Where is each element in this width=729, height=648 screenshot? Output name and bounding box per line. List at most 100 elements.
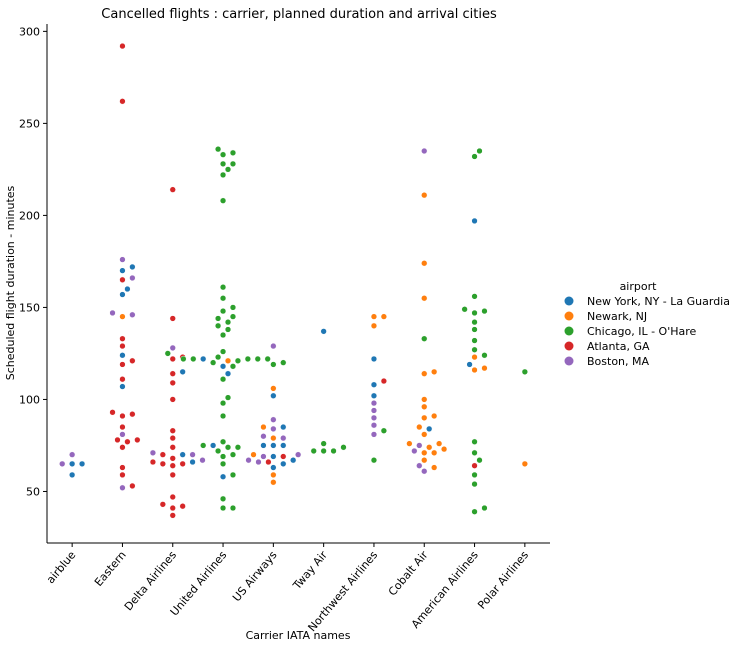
- data-point: [481, 504, 488, 512]
- data-point: [129, 482, 136, 490]
- data-point: [169, 396, 176, 403]
- data-point: [169, 512, 176, 519]
- data-point: [234, 444, 242, 451]
- data-point: [214, 447, 222, 455]
- data-point: [219, 504, 227, 512]
- data-point: [214, 145, 222, 153]
- data-point: [129, 274, 136, 282]
- data-point: [219, 376, 227, 383]
- data-point: [476, 147, 483, 155]
- legend-title: airport: [620, 280, 658, 293]
- data-point: [224, 166, 232, 173]
- data-point: [270, 453, 277, 460]
- data-point: [109, 409, 116, 416]
- data-point: [169, 379, 176, 387]
- data-point: [119, 313, 126, 320]
- data-point: [471, 326, 478, 333]
- data-point: [280, 434, 287, 442]
- data-point: [260, 453, 267, 460]
- data-point: [421, 295, 428, 302]
- data-point: [229, 313, 237, 320]
- data-point: [129, 411, 136, 418]
- data-point: [270, 434, 277, 442]
- data-point: [219, 495, 227, 502]
- data-point: [260, 423, 267, 431]
- data-point: [406, 440, 413, 447]
- data-point: [280, 453, 287, 460]
- data-point: [370, 381, 378, 388]
- data-point: [416, 442, 423, 449]
- data-point: [129, 263, 136, 271]
- data-point: [421, 335, 428, 342]
- data-point: [229, 160, 237, 168]
- y-axis-label: Scheduled flight duration - minutes: [4, 185, 17, 380]
- data-point: [169, 186, 176, 193]
- data-point: [431, 464, 438, 471]
- data-point: [119, 444, 126, 451]
- data-point: [169, 471, 176, 479]
- data-point: [471, 346, 478, 353]
- data-point: [270, 471, 277, 479]
- data-point: [370, 392, 378, 399]
- legend-marker: [564, 296, 574, 306]
- data-point: [250, 451, 257, 458]
- data-point: [189, 458, 196, 466]
- data-point: [471, 318, 478, 326]
- legend-marker: [564, 356, 574, 366]
- data-point: [179, 368, 186, 375]
- data-point: [119, 471, 126, 479]
- chart-title: Cancelled flights : carrier, planned dur…: [101, 7, 497, 22]
- data-point: [119, 464, 126, 471]
- data-point: [69, 460, 76, 468]
- data-point: [416, 423, 423, 431]
- data-point: [109, 309, 116, 317]
- data-point: [471, 449, 478, 456]
- data-point: [421, 403, 428, 410]
- data-point: [224, 357, 232, 364]
- data-point: [370, 313, 378, 320]
- data-point: [229, 304, 237, 311]
- y-tick-label: 50: [26, 485, 40, 498]
- data-point: [169, 315, 176, 322]
- legend-label: Newark, NJ: [587, 310, 647, 323]
- data-point: [78, 460, 86, 468]
- data-point: [209, 442, 217, 449]
- data-point: [466, 361, 473, 368]
- data-point: [476, 457, 483, 464]
- data-point: [209, 359, 217, 366]
- legend-marker: [564, 341, 574, 351]
- data-point: [119, 484, 126, 491]
- data-point: [224, 394, 232, 401]
- data-point: [219, 473, 227, 480]
- data-point: [320, 447, 327, 455]
- data-point: [320, 328, 327, 335]
- data-point: [380, 313, 388, 320]
- data-point: [471, 153, 478, 160]
- data-point: [229, 504, 237, 512]
- data-point: [219, 438, 227, 445]
- data-point: [69, 451, 76, 458]
- data-point: [134, 436, 141, 444]
- data-point: [214, 322, 222, 329]
- data-point: [164, 350, 171, 357]
- x-tick-label: US Airways: [230, 548, 280, 604]
- data-point: [481, 307, 488, 315]
- data-point: [421, 260, 428, 267]
- data-point: [219, 307, 227, 315]
- y-tick-label: 200: [19, 209, 40, 222]
- data-point: [370, 431, 378, 438]
- data-point: [219, 151, 227, 158]
- legend-label: Atlanta, GA: [587, 340, 650, 353]
- data-point: [421, 431, 428, 438]
- data-point: [244, 355, 252, 363]
- data-point: [119, 42, 126, 50]
- data-point: [214, 353, 222, 361]
- data-point: [416, 462, 423, 469]
- data-point: [260, 433, 267, 440]
- legend-label: New York, NY - La Guardia: [587, 295, 729, 308]
- data-point: [471, 508, 478, 515]
- data-point: [471, 438, 478, 445]
- data-point: [119, 291, 126, 298]
- data-point: [295, 451, 302, 458]
- data-point: [169, 504, 176, 512]
